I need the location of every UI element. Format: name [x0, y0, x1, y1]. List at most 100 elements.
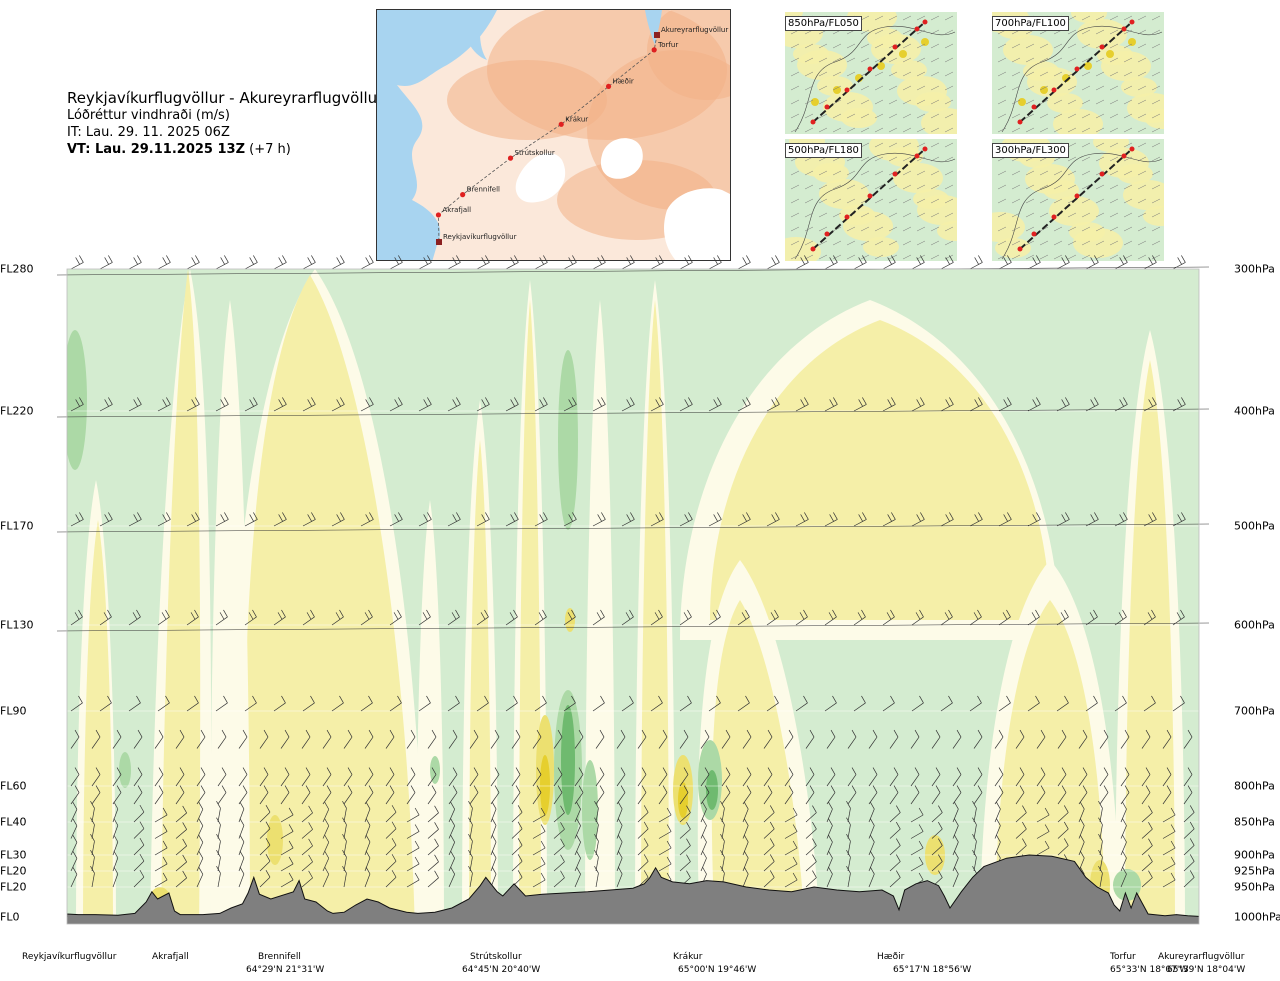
wind-barb	[553, 736, 563, 749]
downdraft-zone	[995, 600, 1105, 924]
wind-barb	[469, 808, 473, 823]
wind-barb-feather	[1022, 870, 1027, 878]
mini-map-barb	[1011, 184, 1021, 190]
mini-map-barb	[1039, 43, 1049, 49]
wind-barb-feather	[576, 818, 581, 826]
wind-barb	[679, 774, 689, 787]
wind-barb-feather	[265, 805, 271, 813]
wind-barb-feather	[536, 767, 542, 775]
mini-map-barb	[902, 240, 912, 246]
wind-barb-feather	[891, 512, 896, 520]
mini-map-850[interactable]: 850hPa/FL050	[785, 12, 957, 134]
wind-barb-feather	[769, 821, 775, 830]
wind-barb	[447, 616, 460, 626]
mini-map-barb	[1039, 240, 1049, 246]
wind-barb-feather	[1123, 512, 1128, 520]
wind-barb-feather	[945, 514, 950, 522]
wind-barb	[658, 814, 672, 823]
wind-barb-feather	[195, 255, 200, 263]
wind-barb-feather	[540, 840, 546, 849]
wind-barb	[1057, 877, 1069, 888]
mini-map-barb	[997, 71, 1007, 77]
wind-barb-feather	[666, 824, 672, 832]
mini-map-barb	[902, 226, 912, 232]
mini-map-barb	[1053, 226, 1063, 232]
wind-barb	[1099, 841, 1103, 856]
mini-map-barb	[790, 113, 800, 119]
wind-barb-feather	[137, 785, 143, 793]
wind-barb-feather	[72, 802, 78, 810]
wind-barb	[511, 877, 523, 888]
wind-barb	[91, 792, 101, 805]
mini-map-barb	[888, 226, 898, 232]
wind-barb-feather	[324, 851, 330, 859]
wind-barb	[448, 842, 455, 856]
wind-barb	[175, 829, 187, 839]
mini-map-barb	[1025, 127, 1035, 133]
mini-map-barb	[804, 85, 814, 91]
mini-map-300[interactable]: 300hPa/FL300	[992, 139, 1164, 261]
wind-barb	[511, 736, 521, 749]
wind-barb	[553, 861, 565, 872]
wind-barb	[940, 616, 953, 626]
wind-barb-feather	[1007, 397, 1012, 405]
wind-barb-feather	[775, 255, 780, 263]
wind-barb	[910, 847, 924, 856]
wind-barb	[616, 736, 626, 749]
wind-barb	[742, 841, 749, 856]
mini-map-barb	[916, 99, 926, 105]
mini-map-850-svg	[785, 12, 957, 134]
wind-barb-feather	[769, 870, 775, 878]
wind-barb-feather	[72, 867, 78, 875]
wind-barb-feather	[265, 821, 271, 829]
wind-barb	[805, 774, 815, 787]
wind-barb	[112, 736, 122, 749]
mini-map-patch	[1121, 77, 1157, 97]
wind-barb	[91, 808, 95, 823]
mini-map-barb	[804, 99, 814, 105]
wind-barb	[766, 404, 780, 412]
wind-barb	[505, 519, 519, 527]
wind-barb	[700, 873, 707, 888]
wind-barb	[196, 825, 204, 839]
wind-barb-feather	[179, 729, 185, 738]
wind-barb	[973, 841, 977, 856]
mini-map-barb	[874, 113, 884, 119]
wind-barb	[824, 702, 837, 712]
wind-barb-feather	[473, 729, 479, 738]
wind-barb	[364, 873, 371, 888]
wind-barb	[469, 736, 479, 749]
wind-barb	[385, 845, 397, 856]
wind-barb	[679, 262, 693, 270]
wind-barb-feather	[1065, 512, 1070, 520]
wind-barb	[805, 877, 817, 888]
wind-barb-feather	[336, 257, 341, 265]
mini-map-700[interactable]: 700hPa/FL100	[992, 12, 1164, 134]
mini-map-barb	[1011, 254, 1021, 260]
mini-map-waypoint	[810, 119, 816, 125]
wind-barb	[1141, 828, 1153, 839]
wind-barb	[273, 262, 287, 270]
map-glacier	[515, 152, 566, 203]
wind-barb	[406, 831, 420, 839]
wind-barb	[889, 845, 901, 856]
title-block: Reykjavíkurflugvöllur - Akureyrarflugvöl…	[67, 90, 383, 158]
wind-barb-feather	[861, 695, 866, 704]
mini-map-patch	[1127, 93, 1164, 123]
wind-barb-feather	[198, 818, 204, 826]
wind-barb-feather	[576, 801, 581, 810]
wind-barb-feather	[1003, 514, 1008, 522]
downdraft-core-strong	[678, 782, 688, 818]
wind-barb-feather	[342, 801, 347, 809]
mini-map-500[interactable]: 500hPa/FL180	[785, 139, 957, 261]
mini-map-barb	[860, 142, 870, 148]
wind-barb	[175, 861, 187, 872]
chart-subtitle: Lóðréttur vindhraði (m/s)	[67, 108, 230, 123]
mini-map-barb	[846, 127, 856, 133]
updraft-core	[554, 690, 582, 850]
wind-barb	[700, 857, 707, 872]
wind-barb	[763, 845, 775, 856]
barb-row-line	[56, 523, 1210, 533]
wind-barb	[763, 861, 775, 872]
wind-barb-feather	[116, 785, 122, 793]
